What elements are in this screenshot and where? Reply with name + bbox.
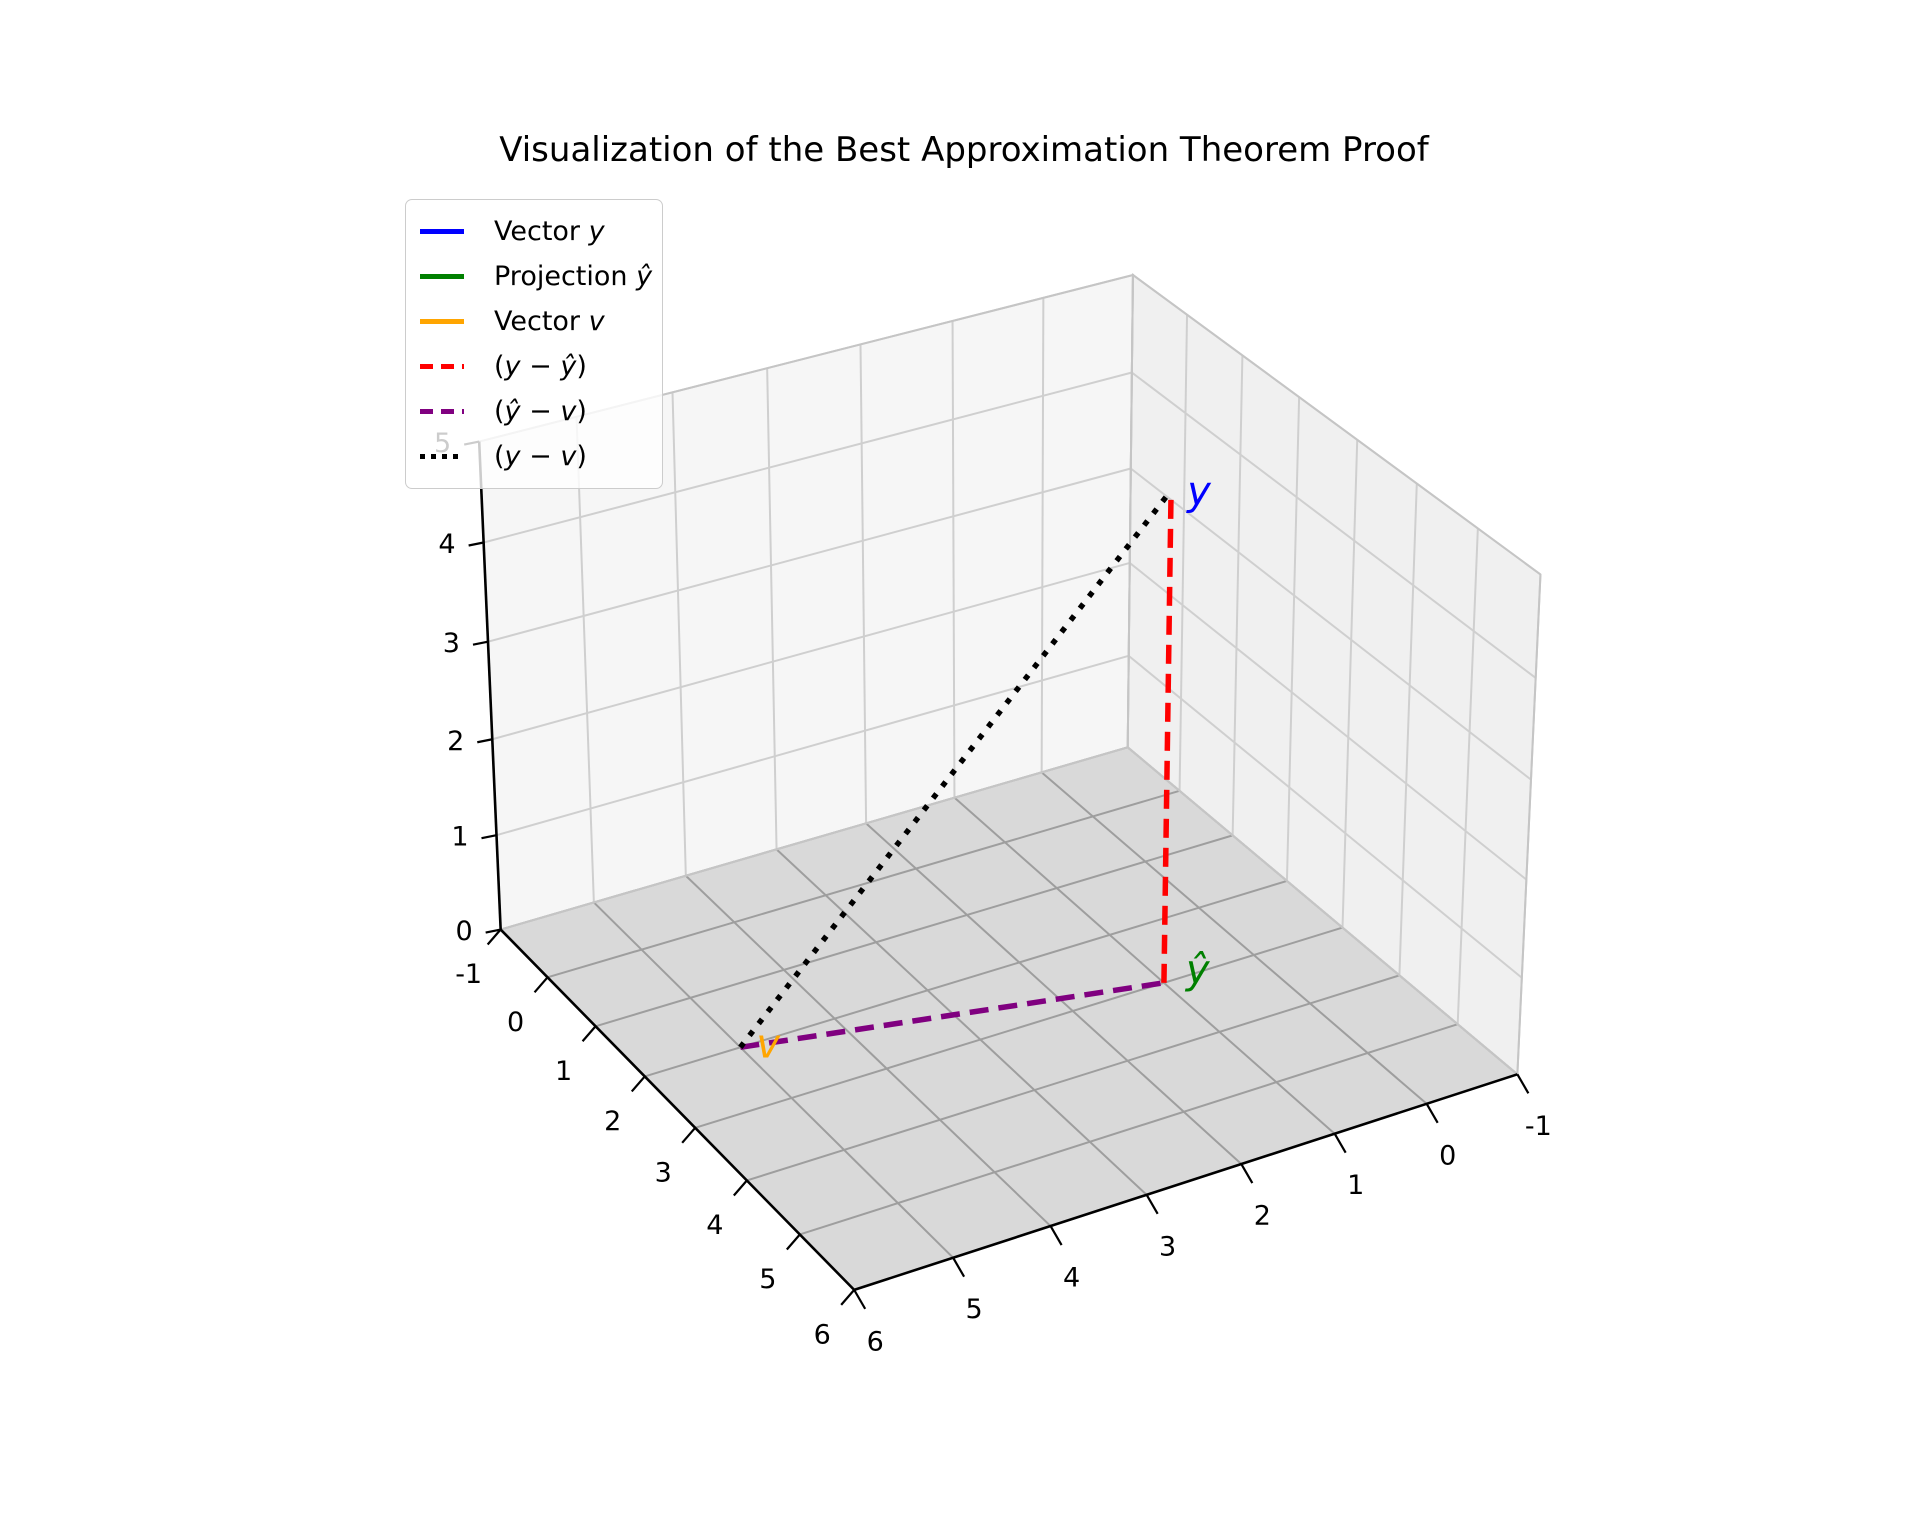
legend-item-2: Vector v	[420, 299, 654, 344]
svg-text:-1: -1	[455, 959, 482, 990]
svg-text:3: 3	[443, 628, 460, 659]
series: y ŷ v	[738, 468, 1212, 1067]
svg-text:1: 1	[451, 822, 468, 853]
svg-text:5: 5	[966, 1294, 983, 1325]
svg-text:5: 5	[759, 1264, 776, 1295]
svg-text:3: 3	[1159, 1231, 1176, 1262]
legend-line-sample	[420, 319, 464, 324]
legend-line-sample	[420, 364, 464, 369]
svg-text:0: 0	[507, 1007, 524, 1038]
legend-item-4: (ŷ − v)	[420, 389, 654, 434]
legend-line-sample	[420, 409, 464, 414]
legend-item-0: Vector y	[420, 209, 654, 254]
segment-y-minus-yhat	[1161, 490, 1174, 983]
legend-label: Vector v	[494, 306, 605, 337]
legend-item-5: (y − v)	[420, 434, 654, 479]
legend: Vector y Projection ŷ Vector v (y − ŷ) (ŷ − …	[405, 199, 663, 489]
point-label-v: v	[756, 1021, 781, 1067]
chart-title: Visualization of the Best Approximation …	[499, 130, 1429, 170]
svg-text:2: 2	[604, 1106, 621, 1137]
legend-label: (y − ŷ)	[494, 351, 587, 382]
axis-spines	[477, 441, 1518, 1292]
svg-text:6: 6	[814, 1319, 831, 1350]
svg-text:0: 0	[455, 916, 472, 947]
svg-text:3: 3	[655, 1157, 672, 1188]
point-label-y-hat: ŷ	[1185, 947, 1211, 993]
svg-text:1: 1	[1347, 1170, 1364, 1201]
svg-text:4: 4	[1063, 1263, 1080, 1294]
legend-line-sample	[420, 274, 464, 279]
legend-item-3: (y − ŷ)	[420, 344, 654, 389]
segment-y-minus-v	[738, 488, 1174, 1050]
svg-text:2: 2	[1254, 1201, 1271, 1232]
svg-text:2: 2	[447, 726, 464, 757]
panes	[479, 274, 1541, 1290]
svg-text:1: 1	[555, 1056, 572, 1087]
svg-text:6: 6	[867, 1326, 884, 1357]
legend-label: (ŷ − v)	[494, 396, 587, 427]
svg-text:4: 4	[438, 529, 455, 560]
svg-text:4: 4	[706, 1210, 723, 1241]
legend-label: (y − v)	[494, 441, 587, 472]
legend-item-1: Projection ŷ	[420, 254, 654, 299]
legend-line-sample	[420, 229, 464, 234]
segment-yhat-minus-v	[739, 980, 1165, 1051]
legend-label: Vector y	[494, 216, 605, 247]
legend-line-sample	[420, 454, 464, 459]
svg-text:0: 0	[1439, 1140, 1456, 1171]
legend-label: Projection ŷ	[494, 261, 653, 292]
svg-text:-1: -1	[1525, 1111, 1552, 1142]
point-label-y: y	[1186, 468, 1212, 514]
